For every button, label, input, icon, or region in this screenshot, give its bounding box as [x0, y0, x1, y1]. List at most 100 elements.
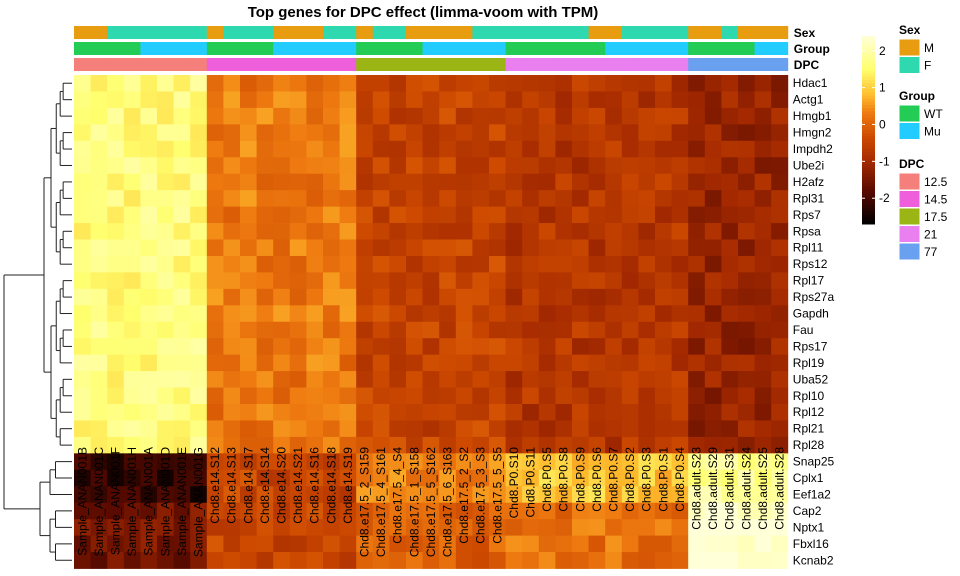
- heatmap-cell: [489, 75, 506, 92]
- heatmap-cell: [306, 486, 324, 504]
- heatmap-cell: [206, 436, 224, 454]
- heatmap-cell: [323, 371, 340, 388]
- heatmap-cell: [688, 552, 706, 569]
- heatmap-cell: [439, 173, 457, 191]
- heatmap-cell: [90, 387, 108, 405]
- heatmap-cell: [140, 239, 158, 257]
- heatmap-cell: [306, 239, 324, 257]
- heatmap-cell: [538, 469, 556, 487]
- heatmap-cell: [671, 223, 689, 240]
- heatmap-cell: [538, 387, 556, 405]
- heatmap-cell: [439, 387, 457, 405]
- heatmap-cell: [273, 124, 291, 142]
- heatmap-cell: [356, 75, 374, 92]
- heatmap-cell: [555, 75, 573, 92]
- heatmap-cell: [538, 206, 556, 224]
- heatmap-cell: [439, 190, 457, 207]
- heatmap-cell: [605, 272, 623, 290]
- heatmap-cell: [555, 387, 573, 405]
- heatmap-cell: [372, 239, 390, 257]
- heatmap-cell: [754, 404, 772, 421]
- heatmap-cell: [522, 404, 540, 421]
- heatmap-cell: [605, 288, 623, 306]
- annotation-cell-sex: [588, 26, 606, 39]
- row-label: Rpl17: [793, 274, 825, 288]
- column-label: Chd8.e17.5_2_S159: [358, 447, 372, 557]
- heatmap-cell: [339, 305, 357, 323]
- heatmap-cell: [489, 124, 506, 142]
- legend-key: [898, 104, 921, 123]
- annotation-cell-group: [140, 42, 158, 55]
- heatmap-cell: [389, 255, 407, 273]
- column-label: Sample_ANAN001A: [142, 447, 156, 556]
- heatmap-cell: [273, 354, 291, 372]
- heatmap-cell: [123, 404, 141, 421]
- annotation-cell-group: [522, 42, 540, 55]
- heatmap-cell: [306, 107, 324, 125]
- heatmap-cell: [472, 173, 490, 191]
- row-label: Rps7: [793, 208, 821, 222]
- heatmap-cell: [123, 190, 141, 207]
- heatmap-cell: [223, 173, 241, 191]
- heatmap-cell: [721, 239, 739, 257]
- heatmap-cell: [223, 469, 241, 487]
- heatmap-cell: [555, 469, 573, 487]
- heatmap-cell: [572, 223, 589, 240]
- heatmap-cell: [107, 453, 125, 471]
- heatmap-cell: [605, 223, 623, 240]
- heatmap-cell: [655, 140, 672, 158]
- heatmap-cell: [256, 255, 274, 273]
- annotation-cell-dpc: [323, 58, 340, 71]
- color-scale-step: [862, 177, 875, 181]
- heatmap-cell: [455, 535, 473, 553]
- heatmap-cell: [240, 436, 257, 454]
- heatmap-cell: [738, 75, 755, 92]
- heatmap-cell: [240, 288, 257, 306]
- legend-key: [898, 242, 921, 261]
- heatmap-cell: [704, 140, 722, 158]
- heatmap-cell: [206, 272, 224, 290]
- heatmap-cell: [472, 190, 490, 207]
- heatmap-cell: [240, 404, 257, 421]
- heatmap-cell: [406, 124, 423, 142]
- heatmap-cell: [555, 239, 573, 257]
- annotation-cell-sex: [372, 26, 390, 39]
- heatmap-cell: [489, 190, 506, 207]
- heatmap-cell: [223, 436, 241, 454]
- heatmap-cell: [439, 124, 457, 142]
- heatmap-cell: [323, 436, 340, 454]
- heatmap-cell: [588, 436, 606, 454]
- color-scale-step: [862, 73, 875, 78]
- heatmap-cell: [289, 404, 307, 421]
- color-scale-step: [862, 64, 875, 68]
- heatmap-cell: [74, 535, 91, 553]
- heatmap-cell: [489, 305, 506, 323]
- heatmap-cell: [538, 486, 556, 504]
- heatmap-cell: [638, 519, 656, 536]
- heatmap-cell: [74, 206, 91, 224]
- heatmap-cell: [771, 321, 789, 339]
- heatmap-cell: [356, 223, 374, 240]
- heatmap-cell: [356, 321, 374, 339]
- heatmap-cell: [190, 157, 208, 175]
- heatmap-cell: [754, 371, 772, 388]
- heatmap-cell: [323, 75, 340, 92]
- row-label: Fau: [793, 323, 814, 337]
- heatmap-cell: [140, 321, 158, 339]
- heatmap-cell: [323, 453, 340, 471]
- heatmap-cell: [489, 288, 506, 306]
- heatmap-cell: [256, 140, 274, 158]
- heatmap-cell: [522, 190, 540, 207]
- heatmap-cell: [505, 288, 523, 306]
- heatmap-cell: [671, 173, 689, 191]
- heatmap-cell: [123, 338, 141, 356]
- heatmap-cell: [754, 206, 772, 224]
- heatmap-cell: [439, 519, 457, 536]
- heatmap-cell: [671, 338, 689, 356]
- annotation-label-sex: Sex: [794, 26, 816, 40]
- heatmap-cell: [389, 173, 407, 191]
- heatmap-cell: [738, 272, 755, 290]
- heatmap-cell: [223, 486, 241, 504]
- heatmap-cell: [688, 321, 706, 339]
